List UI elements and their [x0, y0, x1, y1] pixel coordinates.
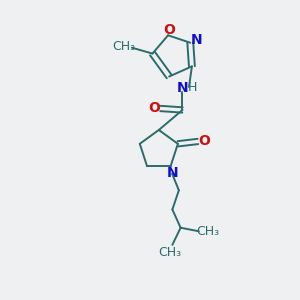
Text: CH₃: CH₃ [197, 225, 220, 238]
Text: N: N [191, 33, 203, 47]
Text: CH₃: CH₃ [158, 246, 181, 259]
Text: N: N [177, 81, 188, 94]
Text: O: O [148, 101, 160, 116]
Text: H: H [188, 81, 197, 94]
Text: CH₃: CH₃ [112, 40, 135, 53]
Text: N: N [166, 166, 178, 180]
Text: O: O [164, 23, 175, 37]
Text: O: O [198, 134, 210, 148]
